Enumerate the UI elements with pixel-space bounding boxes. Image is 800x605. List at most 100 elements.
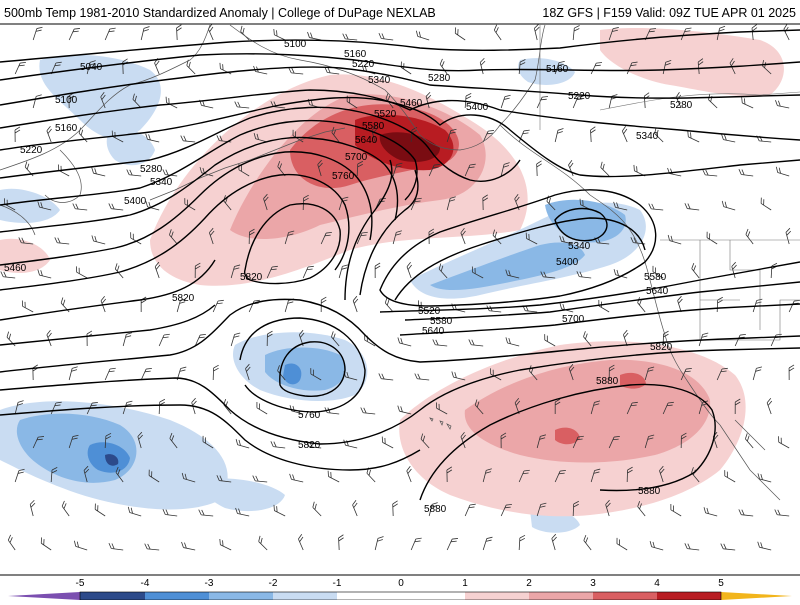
wind-barb	[500, 432, 507, 449]
colorbar-segment-pos4	[657, 592, 721, 600]
wind-barb	[590, 468, 601, 483]
wind-barb	[626, 466, 633, 483]
wind-barb	[324, 67, 340, 75]
wind-barb	[191, 397, 197, 415]
wind-barb	[256, 401, 268, 415]
wind-barb	[392, 230, 402, 245]
wind-barb	[652, 265, 664, 279]
colorbar-tick: 4	[654, 578, 660, 589]
wind-barb	[208, 227, 215, 245]
contour-label: 5820	[650, 342, 673, 353]
wind-barb	[536, 502, 547, 517]
header-bar: 500mb Temp 1981-2010 Standardized Anomal…	[0, 0, 800, 25]
contour-label: 5640	[355, 135, 378, 146]
wind-barb	[613, 201, 628, 211]
wind-barb	[216, 475, 232, 483]
wind-barb	[468, 339, 484, 347]
wind-barb	[91, 167, 106, 177]
contour-label: 5220	[568, 91, 591, 102]
wind-barb	[162, 509, 178, 517]
wind-barb	[292, 129, 304, 143]
wind-barb	[428, 502, 438, 517]
wind-barb	[420, 433, 430, 449]
wind-barb	[745, 433, 754, 449]
wind-barb	[104, 432, 112, 449]
wind-barb	[785, 227, 792, 245]
contour-label: 5040	[80, 62, 103, 73]
wind-barb	[608, 27, 619, 41]
wind-barb	[432, 339, 448, 347]
wind-barb	[525, 232, 538, 245]
contour-label: 5820	[298, 440, 321, 451]
wind-barb	[50, 401, 62, 415]
colorbar-segment-neutral-neg	[337, 592, 401, 600]
wind-barb	[14, 62, 26, 75]
colorbar: -5 -4 -3 -2 -1 0 1 2 3 4 5	[0, 574, 800, 601]
contour-label: 5400	[124, 196, 147, 207]
wind-barb	[284, 230, 295, 245]
wind-barb	[397, 405, 412, 415]
wind-barb	[68, 434, 79, 449]
wind-barb	[518, 534, 526, 551]
colorbar-tick: 2	[526, 578, 532, 589]
wind-barb	[29, 499, 36, 517]
wind-barb	[76, 266, 88, 279]
wind-barb	[94, 503, 106, 517]
contour-label: 5460	[4, 263, 27, 274]
colorbar-tick: 3	[590, 578, 596, 589]
colorbar-segment-neutral-pos	[401, 592, 465, 600]
wind-barb	[464, 163, 476, 177]
colorbar-tick: 5	[718, 578, 724, 589]
wind-barb	[536, 160, 542, 177]
wind-barb	[21, 300, 34, 313]
wind-barb	[568, 363, 575, 381]
wind-barb	[50, 467, 58, 483]
wind-barb	[302, 265, 314, 279]
wind-barb	[518, 469, 530, 483]
wind-barb	[230, 332, 241, 347]
wind-barb	[568, 160, 574, 177]
wind-barb	[670, 504, 682, 517]
wind-barb	[154, 261, 161, 279]
contour-label: 5160	[55, 123, 78, 134]
colorbar-tick: 0	[398, 578, 404, 589]
wind-barb	[216, 135, 232, 143]
wind-barb	[554, 398, 561, 415]
colorbar-tick: -2	[269, 578, 278, 589]
wind-barb	[616, 537, 628, 551]
wind-barb	[169, 229, 178, 245]
wind-barb	[637, 501, 646, 517]
wind-barb	[490, 368, 502, 381]
contour-label: 5700	[562, 314, 585, 325]
wind-barb	[83, 465, 90, 483]
wind-barb	[181, 541, 196, 551]
wind-barb	[500, 94, 511, 109]
wind-barb	[438, 263, 448, 279]
contour-label: 5100	[55, 95, 78, 106]
wind-barb	[766, 397, 773, 415]
colorbar-tick: -1	[333, 578, 342, 589]
wind-barb	[471, 266, 484, 279]
wind-barb	[338, 534, 344, 551]
wind-barb	[454, 27, 466, 41]
wind-barb	[140, 367, 152, 381]
wind-barb	[716, 296, 723, 313]
contour-label: 5340	[150, 177, 173, 188]
wind-barb	[757, 541, 772, 551]
wind-barb	[346, 95, 358, 109]
wind-barb	[680, 432, 687, 449]
wind-barb	[626, 61, 638, 75]
colorbar-segment-pos1	[465, 592, 529, 600]
wind-barb	[127, 506, 142, 517]
colorbar-tick: -3	[205, 578, 214, 589]
wind-barb	[464, 93, 472, 109]
wind-barb	[716, 25, 726, 41]
wind-barb	[46, 125, 52, 143]
contour-label: 5880	[424, 504, 447, 515]
wind-barb	[482, 130, 495, 143]
wind-barb	[729, 58, 736, 75]
wind-barb	[252, 475, 268, 483]
wind-barb	[415, 30, 430, 41]
wind-barb	[479, 57, 486, 75]
wind-barb	[248, 228, 255, 245]
